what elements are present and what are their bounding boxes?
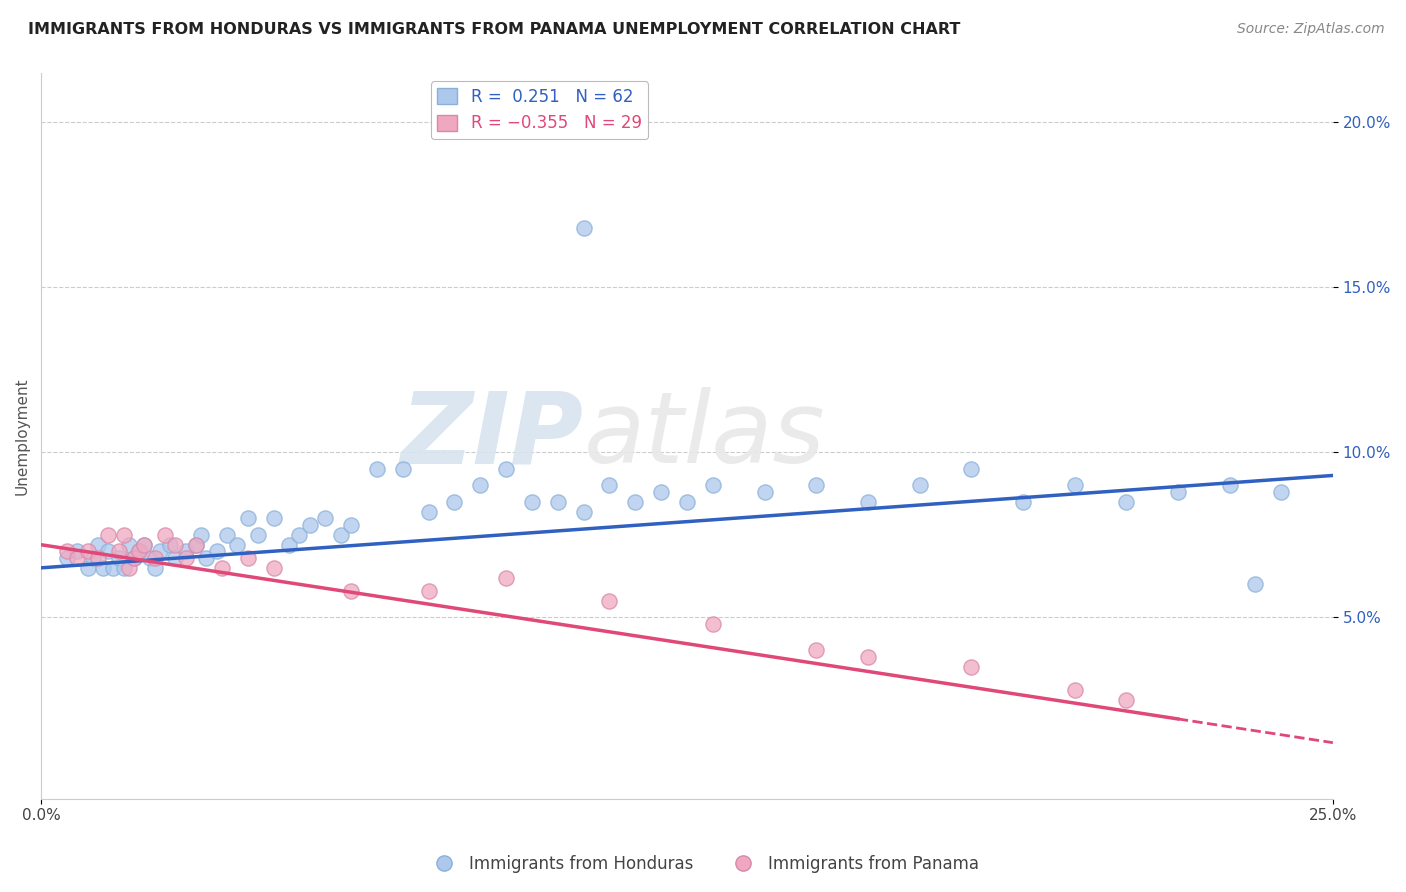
Point bbox=[572, 505, 595, 519]
Point bbox=[97, 528, 120, 542]
Point bbox=[1244, 577, 1267, 591]
Point bbox=[1063, 682, 1085, 697]
Point bbox=[288, 528, 311, 542]
Point bbox=[598, 594, 620, 608]
Point bbox=[520, 495, 543, 509]
Point bbox=[118, 561, 141, 575]
Point bbox=[263, 511, 285, 525]
Point bbox=[159, 538, 181, 552]
Point bbox=[66, 550, 89, 565]
Text: ZIP: ZIP bbox=[401, 387, 583, 484]
Point bbox=[443, 495, 465, 509]
Text: IMMIGRANTS FROM HONDURAS VS IMMIGRANTS FROM PANAMA UNEMPLOYMENT CORRELATION CHAR: IMMIGRANTS FROM HONDURAS VS IMMIGRANTS F… bbox=[28, 22, 960, 37]
Point bbox=[340, 583, 363, 598]
Point bbox=[329, 528, 352, 542]
Point bbox=[211, 561, 233, 575]
Point bbox=[470, 478, 492, 492]
Point bbox=[314, 511, 336, 525]
Point bbox=[495, 571, 517, 585]
Point bbox=[650, 485, 672, 500]
Legend: R =  0.251   N = 62, R = −0.355   N = 29: R = 0.251 N = 62, R = −0.355 N = 29 bbox=[430, 81, 648, 139]
Point bbox=[184, 538, 207, 552]
Point bbox=[298, 517, 321, 532]
Point bbox=[856, 495, 879, 509]
Point bbox=[128, 544, 150, 558]
Point bbox=[76, 544, 98, 558]
Point bbox=[217, 528, 239, 542]
Point bbox=[134, 538, 156, 552]
Point bbox=[391, 462, 413, 476]
Point bbox=[1012, 495, 1035, 509]
Point bbox=[174, 550, 197, 565]
Point bbox=[236, 550, 259, 565]
Point bbox=[247, 528, 270, 542]
Point bbox=[806, 478, 828, 492]
Point bbox=[66, 544, 89, 558]
Point bbox=[112, 528, 135, 542]
Point bbox=[103, 561, 125, 575]
Text: atlas: atlas bbox=[583, 387, 825, 484]
Point bbox=[960, 660, 983, 674]
Point bbox=[856, 649, 879, 664]
Point bbox=[128, 544, 150, 558]
Point bbox=[184, 538, 207, 552]
Point bbox=[702, 478, 724, 492]
Point bbox=[174, 544, 197, 558]
Point bbox=[56, 550, 79, 565]
Point bbox=[87, 550, 110, 565]
Point bbox=[1063, 478, 1085, 492]
Point bbox=[56, 544, 79, 558]
Point bbox=[82, 550, 104, 565]
Y-axis label: Unemployment: Unemployment bbox=[15, 377, 30, 495]
Point bbox=[143, 561, 166, 575]
Text: Source: ZipAtlas.com: Source: ZipAtlas.com bbox=[1237, 22, 1385, 37]
Point bbox=[676, 495, 699, 509]
Point bbox=[205, 544, 228, 558]
Point bbox=[572, 221, 595, 235]
Point bbox=[87, 538, 110, 552]
Point bbox=[236, 511, 259, 525]
Point bbox=[754, 485, 776, 500]
Point bbox=[112, 561, 135, 575]
Point bbox=[495, 462, 517, 476]
Legend: Immigrants from Honduras, Immigrants from Panama: Immigrants from Honduras, Immigrants fro… bbox=[420, 848, 986, 880]
Point bbox=[149, 544, 172, 558]
Point bbox=[418, 505, 440, 519]
Point bbox=[960, 462, 983, 476]
Point bbox=[76, 561, 98, 575]
Point bbox=[598, 478, 620, 492]
Point bbox=[1115, 495, 1137, 509]
Point bbox=[1270, 485, 1292, 500]
Point bbox=[1219, 478, 1241, 492]
Point bbox=[195, 550, 218, 565]
Point bbox=[138, 550, 160, 565]
Point bbox=[226, 538, 249, 552]
Point bbox=[624, 495, 647, 509]
Point bbox=[278, 538, 301, 552]
Point bbox=[340, 517, 363, 532]
Point bbox=[134, 538, 156, 552]
Point bbox=[190, 528, 212, 542]
Point bbox=[91, 561, 114, 575]
Point bbox=[702, 616, 724, 631]
Point bbox=[547, 495, 569, 509]
Point bbox=[908, 478, 931, 492]
Point bbox=[165, 550, 187, 565]
Point bbox=[122, 550, 145, 565]
Point bbox=[263, 561, 285, 575]
Point bbox=[118, 538, 141, 552]
Point bbox=[418, 583, 440, 598]
Point bbox=[366, 462, 388, 476]
Point bbox=[806, 643, 828, 657]
Point bbox=[1115, 693, 1137, 707]
Point bbox=[107, 550, 129, 565]
Point bbox=[107, 544, 129, 558]
Point bbox=[153, 528, 176, 542]
Point bbox=[122, 550, 145, 565]
Point bbox=[1167, 485, 1189, 500]
Point bbox=[165, 538, 187, 552]
Point bbox=[97, 544, 120, 558]
Point bbox=[143, 550, 166, 565]
